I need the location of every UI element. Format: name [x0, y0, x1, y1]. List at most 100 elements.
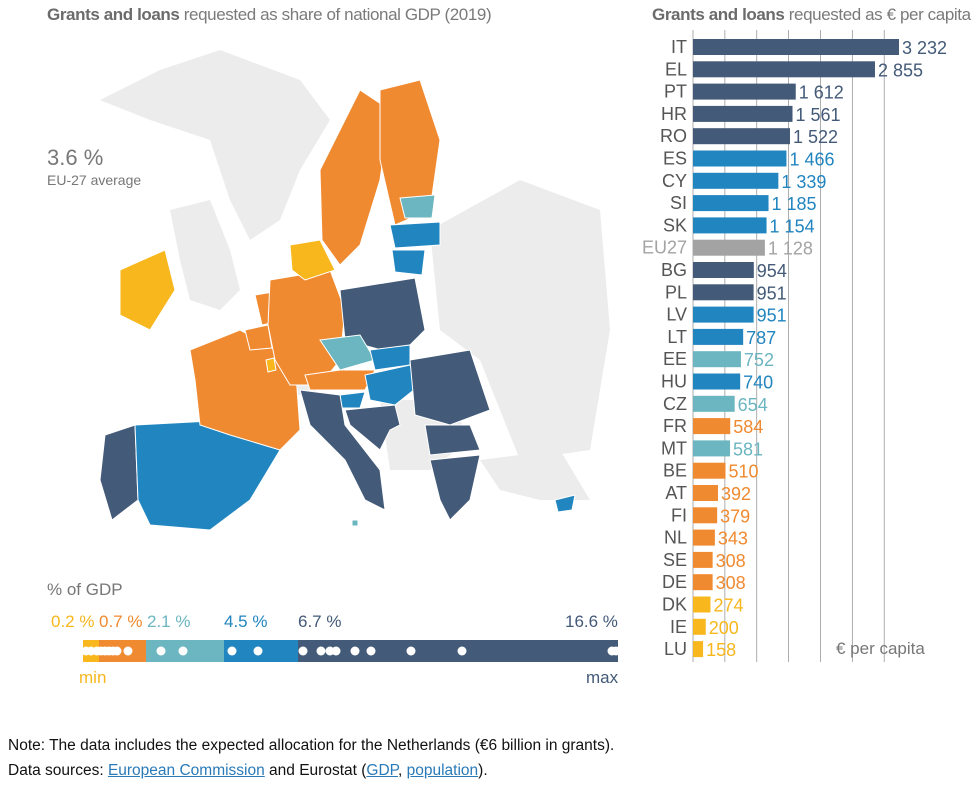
- legend-country-dot: [227, 646, 237, 656]
- value-label: 954: [757, 261, 787, 281]
- eu-map: [99, 50, 610, 531]
- value-label: 581: [733, 439, 763, 459]
- link-population[interactable]: population: [406, 762, 479, 779]
- bar-es: [693, 150, 787, 167]
- country-cy: [554, 494, 576, 513]
- country-be: [244, 324, 273, 351]
- country-ee: [399, 194, 436, 219]
- value-label: 584: [733, 417, 763, 437]
- bar-nl: [693, 529, 715, 546]
- legend-country-dot: [457, 646, 467, 656]
- category-label: PT: [664, 82, 687, 102]
- legend-min: min: [79, 668, 107, 687]
- legend-threshold: 16.6 %: [565, 612, 618, 631]
- non-eu-land: [100, 50, 330, 240]
- country-ie: [119, 249, 176, 331]
- bar-it: [693, 39, 899, 55]
- link-gdp[interactable]: GDP: [366, 762, 398, 779]
- country-de: [267, 269, 346, 386]
- bar-pt: [693, 83, 796, 100]
- category-label: DK: [662, 595, 687, 615]
- legend-title: % of GDP: [47, 580, 123, 599]
- legend-segment-orange: [99, 640, 146, 662]
- legend-country-dot: [123, 646, 133, 656]
- country-se: [319, 89, 391, 266]
- bar-ro: [693, 128, 791, 145]
- bar-fr: [693, 418, 731, 435]
- bar-title: Grants and loans requested as € per capi…: [652, 5, 971, 24]
- value-label: 1 339: [781, 172, 826, 192]
- value-label: 308: [716, 573, 746, 593]
- country-ro: [409, 349, 491, 426]
- country-si: [339, 391, 366, 409]
- bar-cz: [693, 395, 735, 412]
- category-label: SE: [663, 550, 687, 570]
- legend-threshold: 4.5 %: [224, 612, 268, 631]
- value-label: 654: [738, 395, 768, 415]
- category-label: PL: [665, 282, 687, 302]
- value-label: 1 128: [768, 239, 813, 259]
- non-eu-land: [430, 180, 610, 460]
- legend-country-dot: [366, 646, 376, 656]
- non-eu-land: [480, 450, 590, 500]
- country-dk: [289, 239, 336, 281]
- country-pl: [339, 277, 426, 356]
- bar-lv: [693, 306, 754, 323]
- bar-dk: [693, 596, 711, 613]
- category-label: NL: [664, 528, 687, 548]
- legend-threshold: 0.2 %: [51, 612, 95, 631]
- bar-lu: [693, 641, 704, 658]
- country-pt: [99, 424, 139, 521]
- bar-pl: [693, 284, 754, 301]
- legend-threshold: 6.7 %: [298, 612, 342, 631]
- bar-sk: [693, 217, 767, 234]
- x-axis-label: € per capita: [836, 639, 925, 658]
- value-label: 3 232: [902, 38, 947, 58]
- value-label: 308: [716, 551, 746, 571]
- category-label: FI: [671, 505, 687, 525]
- category-label: EU27: [642, 238, 687, 258]
- category-label: LT: [667, 327, 687, 347]
- value-label: 1 466: [789, 150, 834, 170]
- bar-at: [693, 485, 718, 501]
- legend-threshold: 2.1 %: [147, 612, 191, 631]
- category-label: IT: [671, 37, 687, 57]
- link-european-commission[interactable]: European Commission: [107, 762, 265, 779]
- category-label: AT: [665, 483, 687, 503]
- legend-max: max: [586, 668, 619, 687]
- value-label: 1 185: [772, 194, 817, 214]
- bar-cy: [693, 172, 779, 189]
- per-capita-bar-chart: IT 3 232 EL 2 855 PT 1 612 HR 1 561 RO 1 522 ES 1 4…: [642, 30, 947, 662]
- category-label: IE: [670, 617, 687, 637]
- country-lu: [265, 357, 277, 373]
- note-line: Note: The data includes the expected all…: [8, 737, 615, 754]
- legend-country-dot: [316, 646, 326, 656]
- legend-country-dot: [298, 646, 308, 656]
- value-label: 1 612: [799, 83, 844, 103]
- country-at: [304, 369, 376, 391]
- category-label: ES: [663, 149, 687, 169]
- category-label: LU: [664, 639, 687, 659]
- bar-fi: [693, 507, 718, 524]
- category-label: MT: [661, 438, 687, 458]
- bar-hr: [693, 105, 793, 122]
- category-label: RO: [660, 126, 687, 146]
- legend-threshold: 0.7 %: [99, 612, 143, 631]
- bar-si: [693, 195, 769, 212]
- category-label: SK: [663, 215, 687, 235]
- value-label: 200: [709, 618, 739, 638]
- value-label: 951: [757, 283, 787, 303]
- bar-lt: [693, 328, 744, 345]
- category-label: CY: [662, 171, 687, 191]
- category-label: LV: [666, 305, 687, 325]
- non-eu-land: [170, 200, 240, 310]
- legend-country-dot: [178, 646, 188, 656]
- legend-country-dot: [611, 646, 621, 656]
- bar-eu27: [693, 239, 765, 256]
- category-label: HR: [661, 104, 687, 124]
- legend-country-dot: [156, 646, 166, 656]
- value-label: 787: [746, 328, 776, 348]
- bar-ee: [693, 351, 741, 368]
- value-label: 274: [713, 596, 743, 616]
- bar-de: [693, 574, 713, 591]
